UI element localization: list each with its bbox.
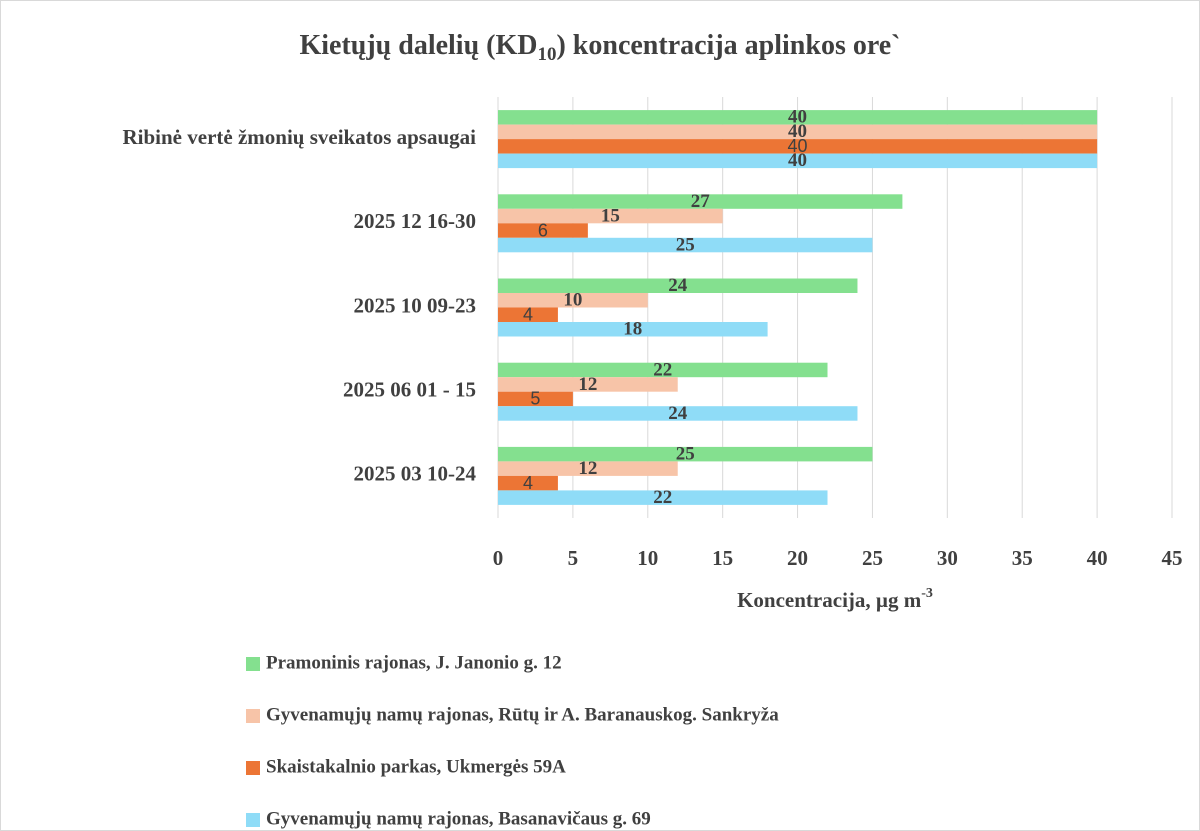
data-label: 40 [788, 121, 807, 142]
data-label: 22 [653, 359, 672, 380]
data-label: 4 [523, 305, 533, 325]
bar [498, 153, 1098, 169]
x-axis-label: Koncentracija, µg m-3 [737, 586, 933, 612]
bar [498, 139, 1098, 154]
x-tick-label: 15 [712, 546, 733, 570]
x-tick-label: 35 [1012, 546, 1033, 570]
data-label: 24 [668, 275, 688, 296]
legend-label: Gyvenamųjų namų rajonas, Basanavičaus g.… [266, 808, 651, 829]
bar [498, 322, 768, 337]
y-tick-label: 2025 10 09-23 [354, 293, 477, 317]
x-tick-label: 20 [787, 546, 808, 570]
legend-swatch [246, 761, 260, 775]
x-label-superscript: -3 [921, 586, 933, 601]
title-subscript: 10 [537, 44, 556, 65]
title-part: Kietųjų dalelių (KD [299, 30, 537, 61]
x-tick-label: 25 [862, 546, 883, 570]
title-part: ) koncentracija aplinkos ore` [556, 30, 900, 61]
bar [498, 208, 723, 224]
bar [498, 377, 678, 392]
bar [498, 490, 828, 505]
data-label: 12 [578, 458, 597, 479]
legend-swatch [246, 709, 260, 723]
x-tick-label: 5 [568, 546, 579, 570]
bar [498, 391, 573, 407]
bar [498, 124, 1098, 140]
data-label: 10 [563, 290, 582, 311]
data-label: 12 [578, 374, 597, 395]
legend-label: Skaistakalnio parkas, Ukmergės 59A [266, 756, 566, 777]
bar [498, 194, 903, 209]
data-label: 40 [788, 136, 808, 156]
data-label: 5 [530, 389, 540, 409]
x-tick-label: 10 [637, 546, 658, 570]
y-tick-label: 2025 12 16-30 [354, 209, 477, 233]
bar [498, 237, 873, 253]
y-tick-label: Ribinė vertė žmonių sveikatos apsaugai [122, 125, 476, 149]
data-label: 22 [653, 487, 672, 508]
data-label: 40 [788, 107, 807, 128]
bar [498, 223, 588, 238]
legend-swatch [246, 813, 260, 827]
bar [498, 278, 858, 293]
legend-label: Pramoninis rajonas, J. Janonio g. 12 [266, 652, 562, 673]
data-label: 24 [668, 403, 688, 424]
bar [498, 475, 558, 491]
data-label: 40 [788, 150, 807, 171]
data-label: 25 [676, 444, 695, 465]
x-tick-label: 30 [937, 546, 958, 570]
bar [498, 307, 558, 322]
bar [498, 406, 858, 421]
chart-title: Kietųjų dalelių (KD10) koncentracija apl… [299, 30, 900, 65]
legend-swatch [246, 657, 260, 671]
bar [498, 293, 648, 308]
data-label: 4 [523, 473, 533, 493]
legend-label: Gyvenamųjų namų rajonas, Rūtų ir A. Bara… [266, 704, 779, 725]
bar [498, 446, 873, 462]
y-tick-label: 2025 03 10-24 [354, 462, 477, 486]
x-tick-label: 0 [493, 546, 504, 570]
data-label: 18 [623, 319, 642, 340]
x-tick-label: 45 [1162, 546, 1183, 570]
bar [498, 461, 678, 476]
data-label: 25 [676, 234, 695, 255]
y-tick-label: 2025 06 01 - 15 [343, 378, 476, 402]
x-label-part: Koncentracija, µg m [737, 588, 922, 612]
bar [498, 110, 1098, 125]
data-label: 15 [601, 205, 620, 226]
data-label: 27 [691, 191, 711, 212]
bar [498, 362, 828, 378]
x-tick-label: 40 [1087, 546, 1108, 570]
data-label: 6 [538, 220, 548, 240]
